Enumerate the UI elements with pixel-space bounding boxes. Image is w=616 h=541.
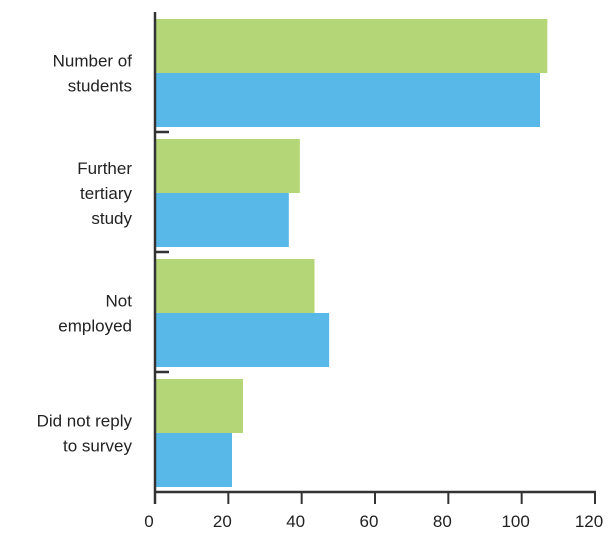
y-axis-ticks [155, 130, 169, 374]
x-tick-label: 60 [360, 512, 379, 531]
category-label-3: Did not reply to survey [37, 412, 133, 456]
bar-blue-2 [155, 313, 330, 367]
bar-blue-0 [155, 73, 540, 127]
x-tick-label: 0 [144, 512, 153, 531]
category-label-line: tertiary [80, 184, 132, 203]
bars-group [155, 19, 548, 487]
bar-green-1 [155, 139, 300, 193]
category-label-line: to survey [63, 437, 132, 456]
category-label-1: Further tertiary study [77, 159, 132, 228]
bar-green-3 [155, 379, 243, 433]
category-label-line: employed [58, 317, 132, 336]
category-label-line: Number of [53, 52, 133, 71]
category-label-line: Not [106, 292, 133, 311]
x-tick-label: 80 [433, 512, 452, 531]
x-tick-label: 120 [575, 512, 603, 531]
category-label-2: Not employed [58, 292, 132, 336]
bar-green-2 [155, 259, 315, 313]
x-tick-label: 100 [501, 512, 529, 531]
x-axis-ticks: 0 20 40 60 80 100 120 [144, 492, 603, 531]
x-tick-label: 20 [213, 512, 232, 531]
category-label-line: Further [77, 159, 132, 178]
bar-blue-3 [155, 433, 232, 487]
bar-green-0 [155, 19, 548, 73]
category-labels: Number of students Further tertiary study Not… [37, 52, 133, 456]
category-label-line: students [68, 77, 132, 96]
bar-blue-1 [155, 193, 289, 247]
x-tick-label: 40 [286, 512, 305, 531]
category-label-0: Number of students [53, 52, 133, 96]
category-label-line: Did not reply [37, 412, 133, 431]
category-label-line: study [91, 209, 132, 228]
